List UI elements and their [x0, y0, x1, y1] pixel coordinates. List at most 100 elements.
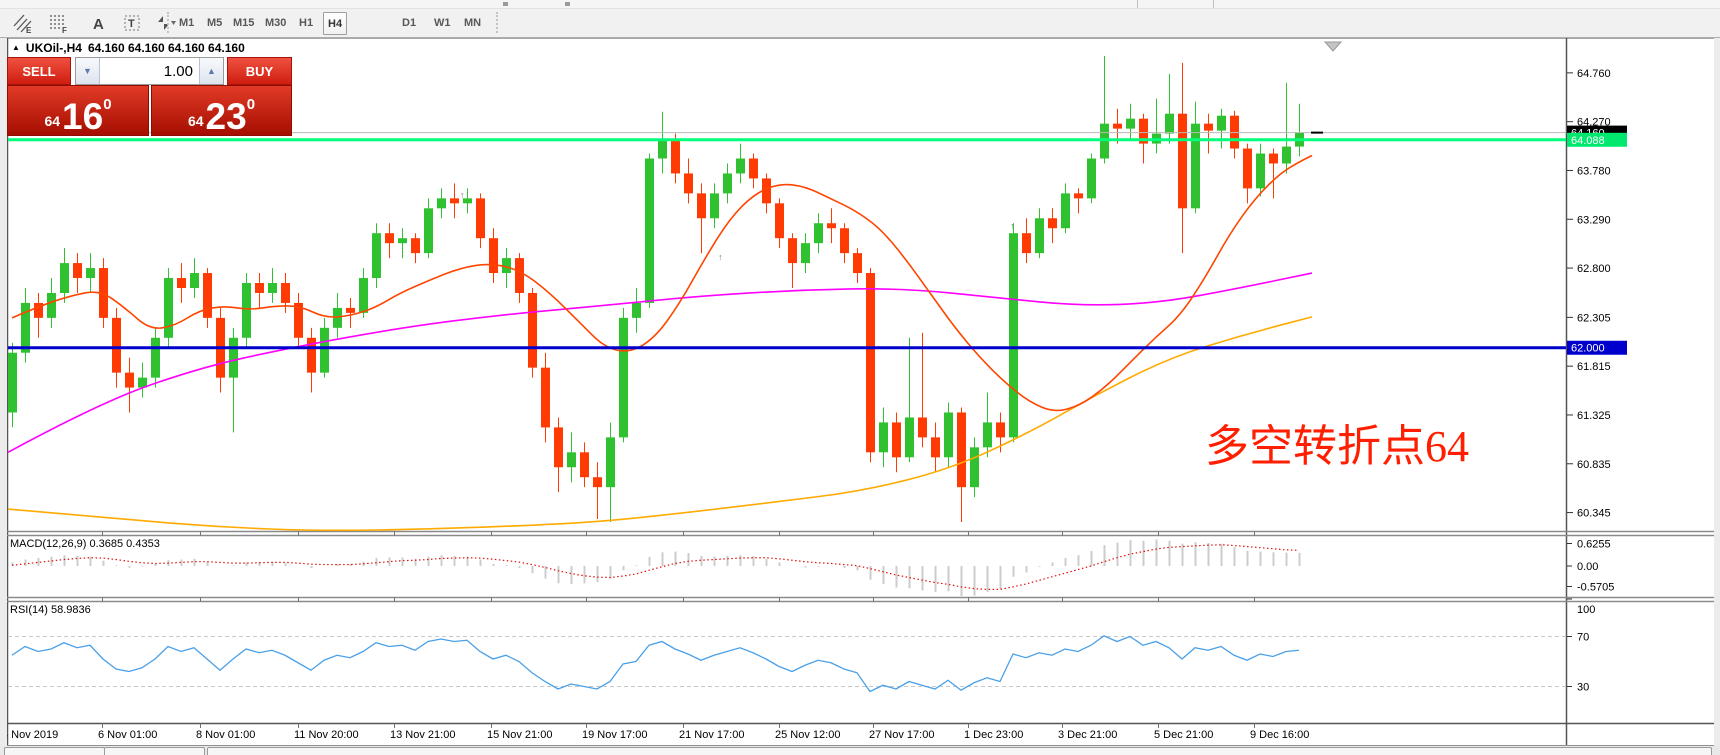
toolbar-separator [167, 12, 172, 33]
svg-text:64.760: 64.760 [1577, 68, 1611, 80]
svg-text:63.780: 63.780 [1577, 165, 1611, 177]
svg-text:70: 70 [1577, 632, 1589, 644]
top-window-strip [0, 0, 1720, 9]
svg-text:8 Nov 01:00: 8 Nov 01:00 [196, 729, 255, 741]
svg-text:63.290: 63.290 [1577, 214, 1611, 226]
svg-text:15 Nov 21:00: 15 Nov 21:00 [487, 729, 552, 741]
svg-text:3 Dec 21:00: 3 Dec 21:00 [1058, 729, 1117, 741]
strip-divider [1213, 0, 1214, 8]
timeframe-h1-button[interactable]: H1 [299, 16, 314, 29]
svg-text:11 Nov 20:00: 11 Nov 20:00 [294, 729, 359, 741]
svg-text:↑: ↑ [1010, 221, 1015, 231]
chart-title: ▲ UKOil-,H4 64.160 64.160 64.160 64.160 [12, 41, 245, 55]
buy-button[interactable]: BUY [227, 57, 292, 85]
bid-price-display[interactable]: 64 16 0 [7, 85, 149, 136]
chart-window[interactable]: 64.16064.08862.00064.76064.27063.78063.2… [0, 38, 1720, 755]
chart-tab[interactable] [104, 747, 205, 755]
candles [8, 55, 1304, 523]
svg-text:30: 30 [1577, 682, 1589, 694]
volume-input[interactable] [100, 58, 199, 84]
timeframe-m30-button[interactable]: M30 [265, 16, 287, 29]
fibonacci-tool-icon[interactable]: F [44, 11, 74, 34]
svg-text:5 Dec 21:00: 5 Dec 21:00 [1154, 729, 1213, 741]
right-window-edge [1714, 38, 1720, 746]
chart-tab[interactable] [207, 747, 1712, 755]
strip-mark [503, 2, 508, 6]
volume-increase-icon[interactable]: ▲ [199, 58, 223, 84]
date-axis: 4 Nov 2019 6 Nov 01:00 8 Nov 01:00 11 Nov 2… [2, 729, 1309, 741]
ask-big-figure: 64 [187, 113, 204, 129]
svg-text:19 Nov 17:00: 19 Nov 17:00 [582, 729, 647, 741]
svg-text:A: A [93, 16, 104, 33]
strip-mark [565, 2, 570, 6]
ask-point: 0 [246, 96, 256, 113]
price-axis: 64.760 64.270 63.780 63.290 62.800 62.305 61.8… [1567, 68, 1611, 520]
timeframe-w1-button[interactable]: W1 [434, 16, 451, 29]
svg-text:↑: ↑ [718, 252, 723, 262]
collapse-icon[interactable]: ▲ [12, 42, 20, 52]
svg-text:61.815: 61.815 [1577, 361, 1611, 373]
text-label-tool-icon[interactable]: A [84, 11, 114, 34]
macd-indicator-label: MACD(12,26,9) 0.3685 0.4353 [10, 538, 160, 550]
ma-fast [11, 154, 1313, 412]
ask-price-display[interactable]: 64 23 0 [151, 85, 292, 136]
chart-tab[interactable] [4, 747, 105, 755]
svg-text:-0.5705: -0.5705 [1577, 582, 1614, 594]
chart-canvas[interactable]: 64.16064.08862.00064.76064.27063.78063.2… [0, 38, 1720, 755]
sell-button[interactable]: SELL [7, 57, 71, 85]
timeframe-h4-button[interactable]: H4 [323, 12, 348, 35]
bid-big-figure: 64 [44, 113, 61, 129]
svg-text:21 Nov 17:00: 21 Nov 17:00 [679, 729, 744, 741]
ma-mid [7, 272, 1313, 454]
svg-text:E: E [26, 26, 32, 34]
ask-pips: 23 [205, 95, 247, 137]
svg-text:0.6255: 0.6255 [1577, 539, 1611, 551]
svg-text:9 Dec 16:00: 9 Dec 16:00 [1250, 729, 1309, 741]
timeframe-mn-button[interactable]: MN [464, 16, 482, 29]
svg-text:60.835: 60.835 [1577, 459, 1611, 471]
volume-decrease-icon[interactable]: ▼ [76, 58, 100, 84]
timeframe-m15-button[interactable]: M15 [233, 16, 255, 29]
text-box-tool-icon[interactable]: T [118, 11, 148, 34]
svg-text:60.345: 60.345 [1577, 508, 1611, 520]
volume-spinner: ▼ ▲ [75, 57, 224, 85]
svg-text:64.088: 64.088 [1571, 135, 1605, 147]
channel-tool-icon[interactable]: E [8, 11, 38, 34]
svg-text:6 Nov 01:00: 6 Nov 01:00 [98, 729, 157, 741]
svg-text:T: T [128, 18, 135, 30]
svg-text:↑: ↑ [460, 190, 465, 200]
svg-text:25 Nov 12:00: 25 Nov 12:00 [775, 729, 840, 741]
left-window-edge [0, 38, 7, 746]
bottom-tab-strip [0, 746, 1720, 755]
svg-text:64.270: 64.270 [1577, 117, 1611, 129]
toolbar-separator [496, 12, 501, 33]
svg-text:62.800: 62.800 [1577, 263, 1611, 275]
macd-panel: 0.6255 0.00 -0.5705 [11, 539, 1614, 596]
ohlc-quotes: 64.160 64.160 64.160 64.160 [87, 41, 245, 55]
svg-text:1 Dec 23:00: 1 Dec 23:00 [964, 729, 1023, 741]
strip-divider [1137, 0, 1138, 8]
bid-point: 0 [103, 96, 112, 113]
svg-text:0.00: 0.00 [1577, 561, 1598, 573]
moving-averages [7, 154, 1313, 532]
toolbar: E F A T M1 M5 M15 M30 H1 H4 D1 W1 MN [0, 9, 1720, 38]
svg-text:13 Nov 21:00: 13 Nov 21:00 [390, 729, 455, 741]
svg-text:62.305: 62.305 [1577, 312, 1611, 324]
one-click-trade-panel: SELL ▼ ▲ BUY 64 16 0 64 23 0 [7, 57, 292, 136]
svg-text:4 Nov 2019: 4 Nov 2019 [2, 729, 58, 741]
svg-text:27 Nov 17:00: 27 Nov 17:00 [869, 729, 934, 741]
svg-text:F: F [62, 26, 67, 34]
svg-text:62.000: 62.000 [1571, 343, 1605, 355]
svg-text:100: 100 [1577, 604, 1595, 616]
timeframe-m1-button[interactable]: M1 [179, 16, 195, 29]
bid-pips: 16 [62, 95, 104, 137]
panel-frame [0, 38, 1720, 746]
timeframe-d1-button[interactable]: D1 [402, 16, 417, 29]
fractal-markers: ↑ ↑ ↑ [460, 190, 1015, 262]
chart-shift-marker [1323, 41, 1343, 52]
rsi-indicator-label: RSI(14) 58.9836 [10, 604, 91, 616]
timeframe-m5-button[interactable]: M5 [207, 16, 223, 29]
ma-slow [7, 316, 1313, 532]
chart-text-annotation: 多空转折点64 [1205, 422, 1469, 471]
